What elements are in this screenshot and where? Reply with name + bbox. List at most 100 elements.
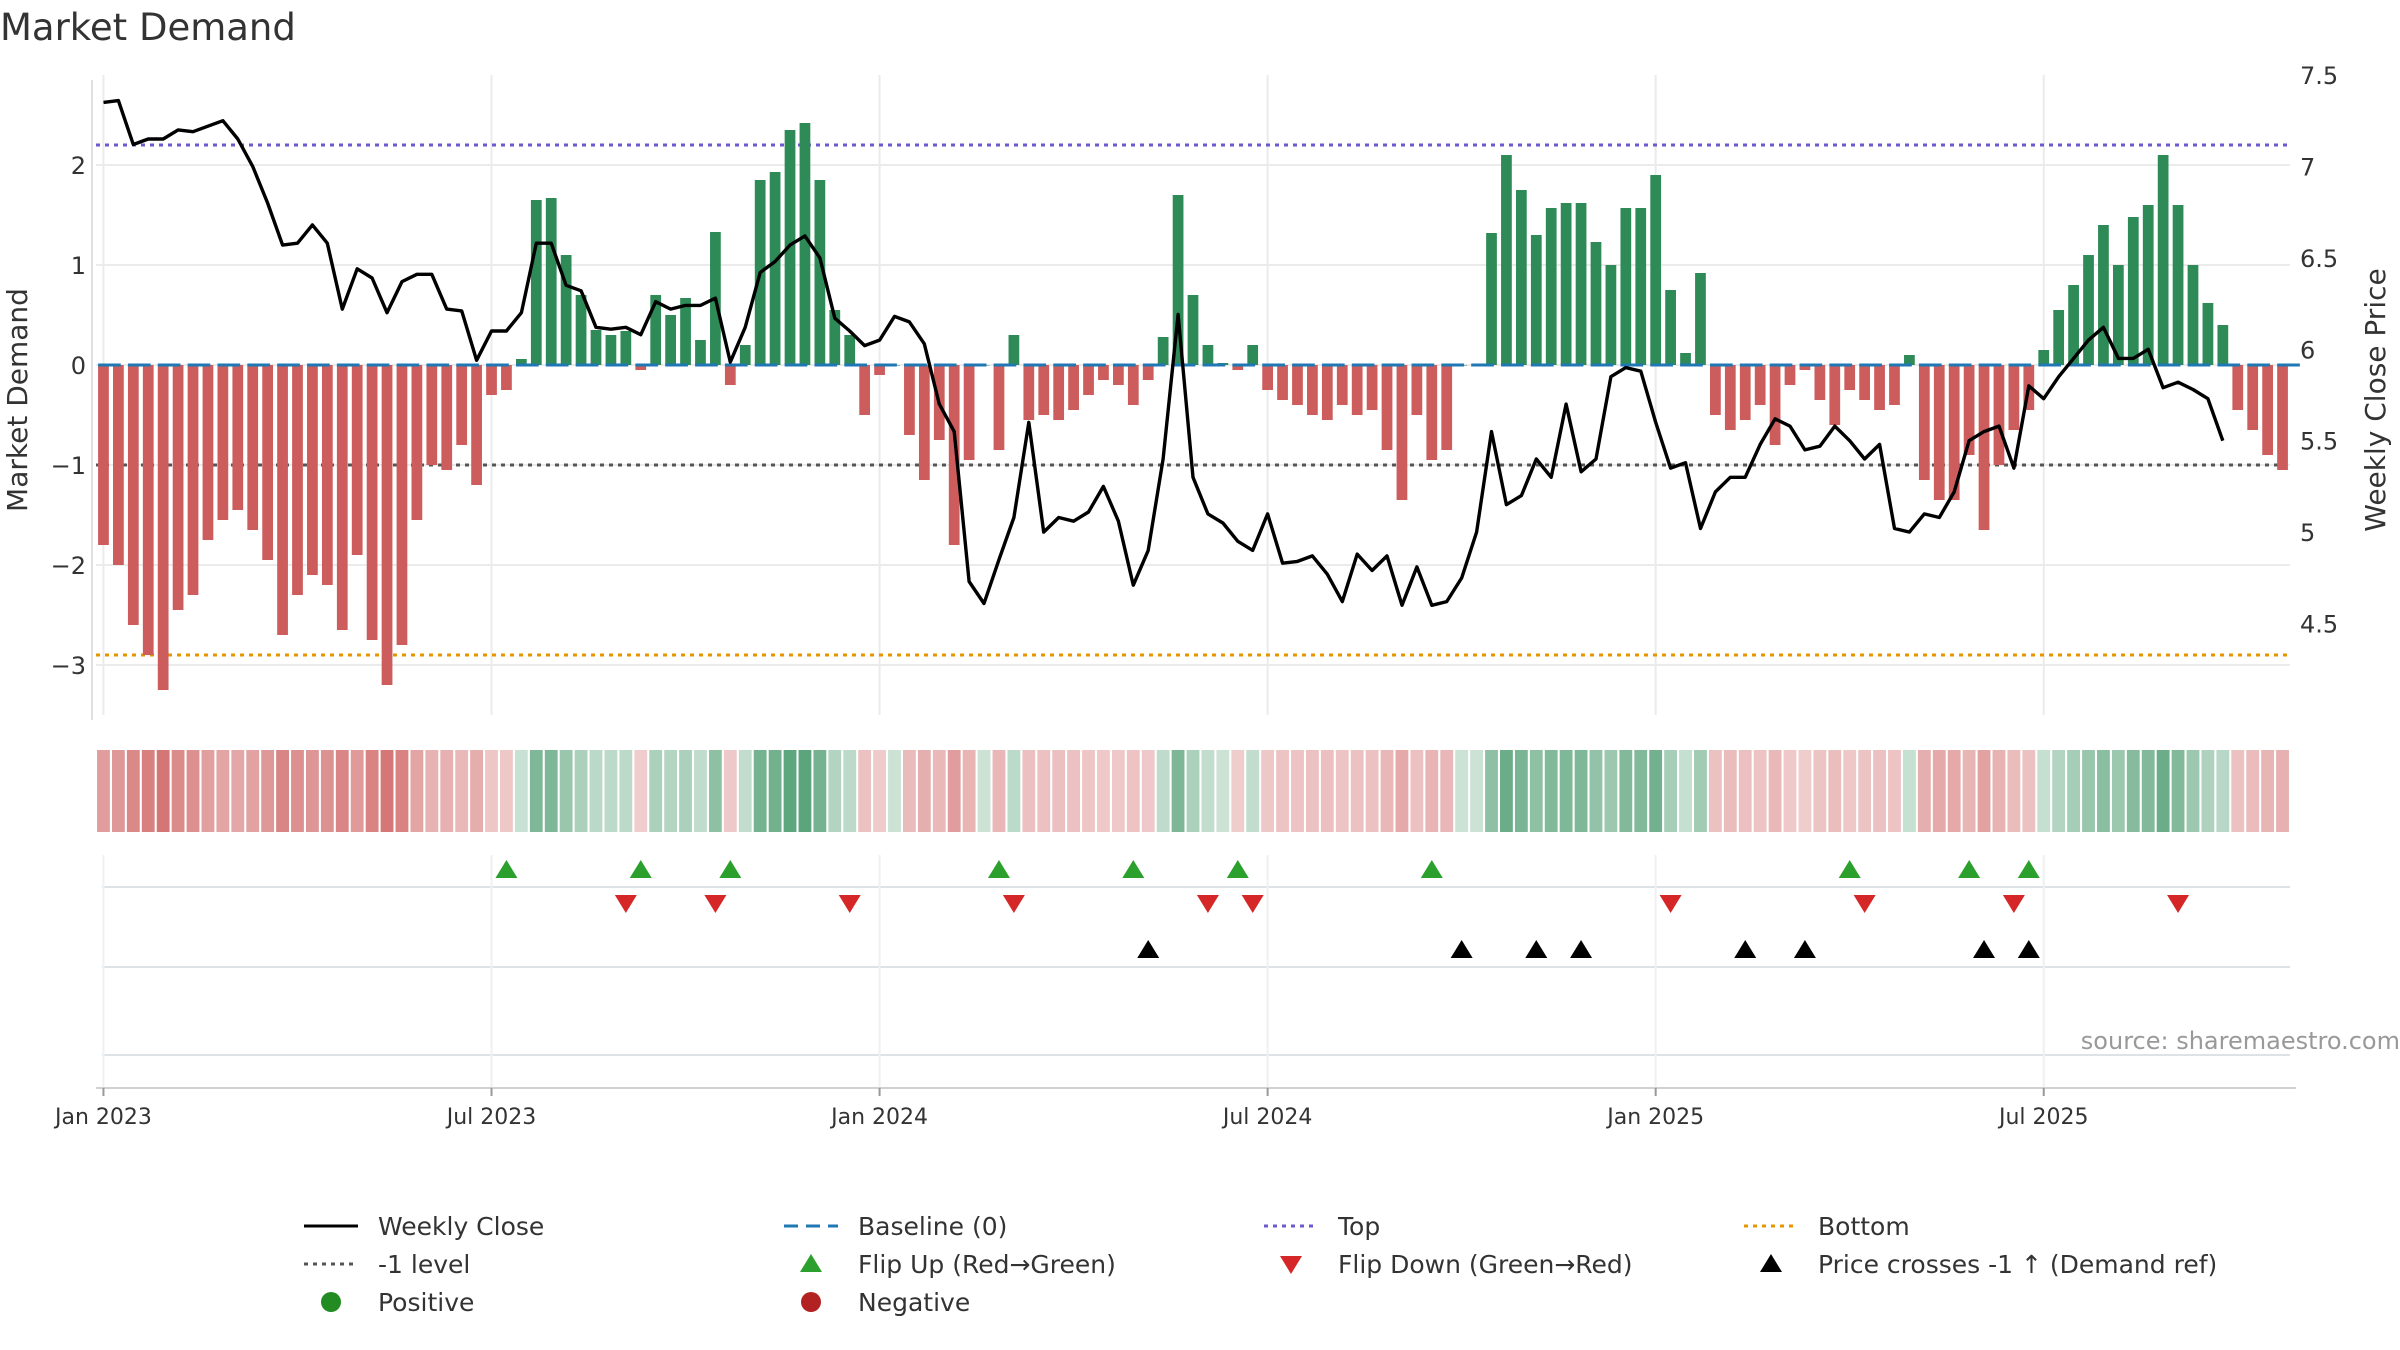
demand-bar (486, 365, 497, 395)
demand-bar (1904, 355, 1915, 365)
heat-cell (440, 750, 454, 832)
legend-label: Flip Up (Red→Green) (858, 1249, 1116, 1279)
heat-cell (141, 750, 155, 832)
heat-cell (619, 750, 633, 832)
heat-cell (485, 750, 498, 832)
heat-cell (723, 750, 737, 832)
demand-bar (127, 365, 139, 625)
heat-cell (1246, 750, 1260, 832)
heat-cell (1171, 750, 1185, 832)
demand-bar (724, 365, 736, 385)
y-tick-label-right: 6 (2300, 336, 2315, 364)
demand-bar (2098, 225, 2109, 365)
demand-bar (1874, 365, 1885, 410)
demand-bar (590, 330, 602, 365)
heat-cell (1216, 750, 1230, 832)
heat-cell (798, 750, 812, 832)
heat-cell (1768, 750, 1782, 832)
demand-bar (1739, 365, 1751, 420)
heat-cell (529, 750, 543, 832)
y-tick-label-right: 7 (2300, 153, 2315, 181)
heat-cell (1753, 750, 1767, 832)
heat-cell (1828, 750, 1842, 832)
demand-bar (1292, 365, 1303, 405)
heat-cell (1858, 750, 1872, 832)
source-label: source: sharemaestro.com (2081, 1027, 2400, 1055)
demand-bar (1993, 365, 2005, 465)
heat-cell (783, 750, 797, 832)
demand-bar (1351, 365, 1363, 415)
y-tick-label-left: −2 (51, 552, 86, 580)
heat-cell (2201, 750, 2215, 832)
heat-cell (1902, 750, 1916, 832)
legend-label: Bottom (1818, 1211, 1910, 1241)
legend-item-flip-up: Flip Up (Red→Green) (780, 1246, 1116, 1282)
heat-cell (2082, 750, 2095, 832)
heat-cell (500, 750, 513, 832)
demand-bar (963, 365, 975, 460)
demand-bar (2068, 285, 2079, 365)
heat-cell (1589, 750, 1603, 832)
heat-cell (1664, 750, 1678, 832)
heat-cell (1947, 750, 1961, 832)
demand-bar (157, 365, 169, 690)
demand-bar (187, 365, 199, 595)
heat-cell (156, 750, 170, 832)
x-tick-label: Jul 2025 (1997, 1105, 2089, 1130)
heat-cell (2141, 750, 2155, 832)
heat-cell (1708, 750, 1722, 832)
demand-bar (456, 365, 468, 445)
heat-cell (1186, 750, 1200, 832)
demand-bar (292, 365, 303, 595)
heat-cell (201, 750, 215, 832)
flip-up-marker (629, 860, 652, 878)
demand-bar (1113, 365, 1124, 385)
heat-cell (2007, 750, 2021, 832)
demand-bar (680, 298, 691, 365)
legend-item-price-cross: Price crosses -1 ↑ (Demand ref) (1740, 1246, 2217, 1282)
demand-bar (2112, 265, 2124, 365)
heat-cell (1231, 750, 1245, 832)
demand-bar (1620, 208, 1632, 365)
heat-cell (1544, 750, 1558, 832)
demand-bar (1530, 235, 1542, 365)
flip-up-marker (1838, 860, 1861, 878)
heat-cell (1037, 750, 1051, 832)
heat-cell (1141, 750, 1155, 832)
heat-cell (514, 750, 528, 832)
y-tick-label-right: 6.5 (2300, 245, 2338, 273)
demand-bar (1023, 365, 1035, 420)
flip-up-marker (987, 860, 1010, 878)
demand-bar (262, 365, 274, 560)
heat-cell (97, 750, 110, 832)
demand-bar (993, 365, 1005, 450)
demand-bar (1605, 265, 1617, 365)
y-tick-labels: 2 1 0 −1 −2 −3 7.5 7 6.5 6 5.5 5 4.5 (51, 62, 2339, 680)
demand-bar (1829, 365, 1841, 425)
flip-down-marker (1853, 895, 1876, 913)
y-tick-label-right: 4.5 (2300, 611, 2338, 639)
demand-bar (1933, 365, 1945, 500)
demand-bar (575, 295, 587, 365)
heat-cell (679, 750, 692, 832)
demand-bar (1978, 365, 1990, 530)
heat-cell (335, 750, 349, 832)
heat-cell (1126, 750, 1140, 832)
flip-up-marker (1420, 860, 1443, 878)
heat-cell (2037, 750, 2051, 832)
heat-cell (2067, 750, 2081, 832)
demand-bar (1665, 290, 1676, 365)
y-tick-label-right: 7.5 (2300, 62, 2338, 90)
flip-down-marker (1659, 895, 1682, 913)
price-cross-marker (1137, 940, 1160, 958)
heat-cell (932, 750, 946, 832)
heat-cell (246, 750, 260, 832)
flip-down-marker (1002, 895, 1025, 913)
heat-cell (410, 750, 424, 832)
heat-cell (2171, 750, 2185, 832)
flip-down-marker (2002, 895, 2025, 913)
demand-bar (1127, 365, 1139, 405)
demand-bar (2053, 310, 2065, 365)
heat-cell (2126, 750, 2140, 832)
heat-cell (1992, 750, 2006, 832)
